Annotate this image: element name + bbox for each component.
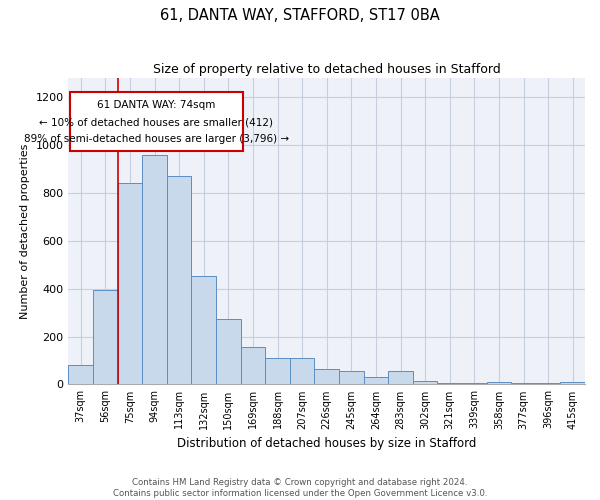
Text: Contains HM Land Registry data © Crown copyright and database right 2024.
Contai: Contains HM Land Registry data © Crown c…: [113, 478, 487, 498]
Bar: [290, 358, 314, 384]
Text: 89% of semi-detached houses are larger (3,796) →: 89% of semi-detached houses are larger (…: [24, 134, 289, 144]
Text: 61 DANTA WAY: 74sqm: 61 DANTA WAY: 74sqm: [97, 100, 215, 110]
Bar: [560, 382, 585, 384]
Bar: [364, 377, 388, 384]
Text: ← 10% of detached houses are smaller (412): ← 10% of detached houses are smaller (41…: [40, 118, 274, 128]
Bar: [167, 176, 191, 384]
FancyBboxPatch shape: [70, 92, 243, 151]
Bar: [216, 318, 241, 384]
Bar: [437, 383, 462, 384]
Title: Size of property relative to detached houses in Stafford: Size of property relative to detached ho…: [153, 62, 500, 76]
Y-axis label: Number of detached properties: Number of detached properties: [20, 144, 30, 319]
Bar: [339, 372, 364, 384]
Bar: [142, 154, 167, 384]
Bar: [314, 369, 339, 384]
Bar: [413, 381, 437, 384]
Bar: [93, 290, 118, 384]
Bar: [511, 383, 536, 384]
Bar: [191, 276, 216, 384]
Bar: [388, 372, 413, 384]
Bar: [462, 383, 487, 384]
Bar: [265, 358, 290, 384]
Bar: [536, 383, 560, 384]
Text: 61, DANTA WAY, STAFFORD, ST17 0BA: 61, DANTA WAY, STAFFORD, ST17 0BA: [160, 8, 440, 22]
Bar: [241, 348, 265, 385]
Bar: [68, 366, 93, 384]
Bar: [118, 184, 142, 384]
Bar: [487, 382, 511, 384]
X-axis label: Distribution of detached houses by size in Stafford: Distribution of detached houses by size …: [177, 437, 476, 450]
